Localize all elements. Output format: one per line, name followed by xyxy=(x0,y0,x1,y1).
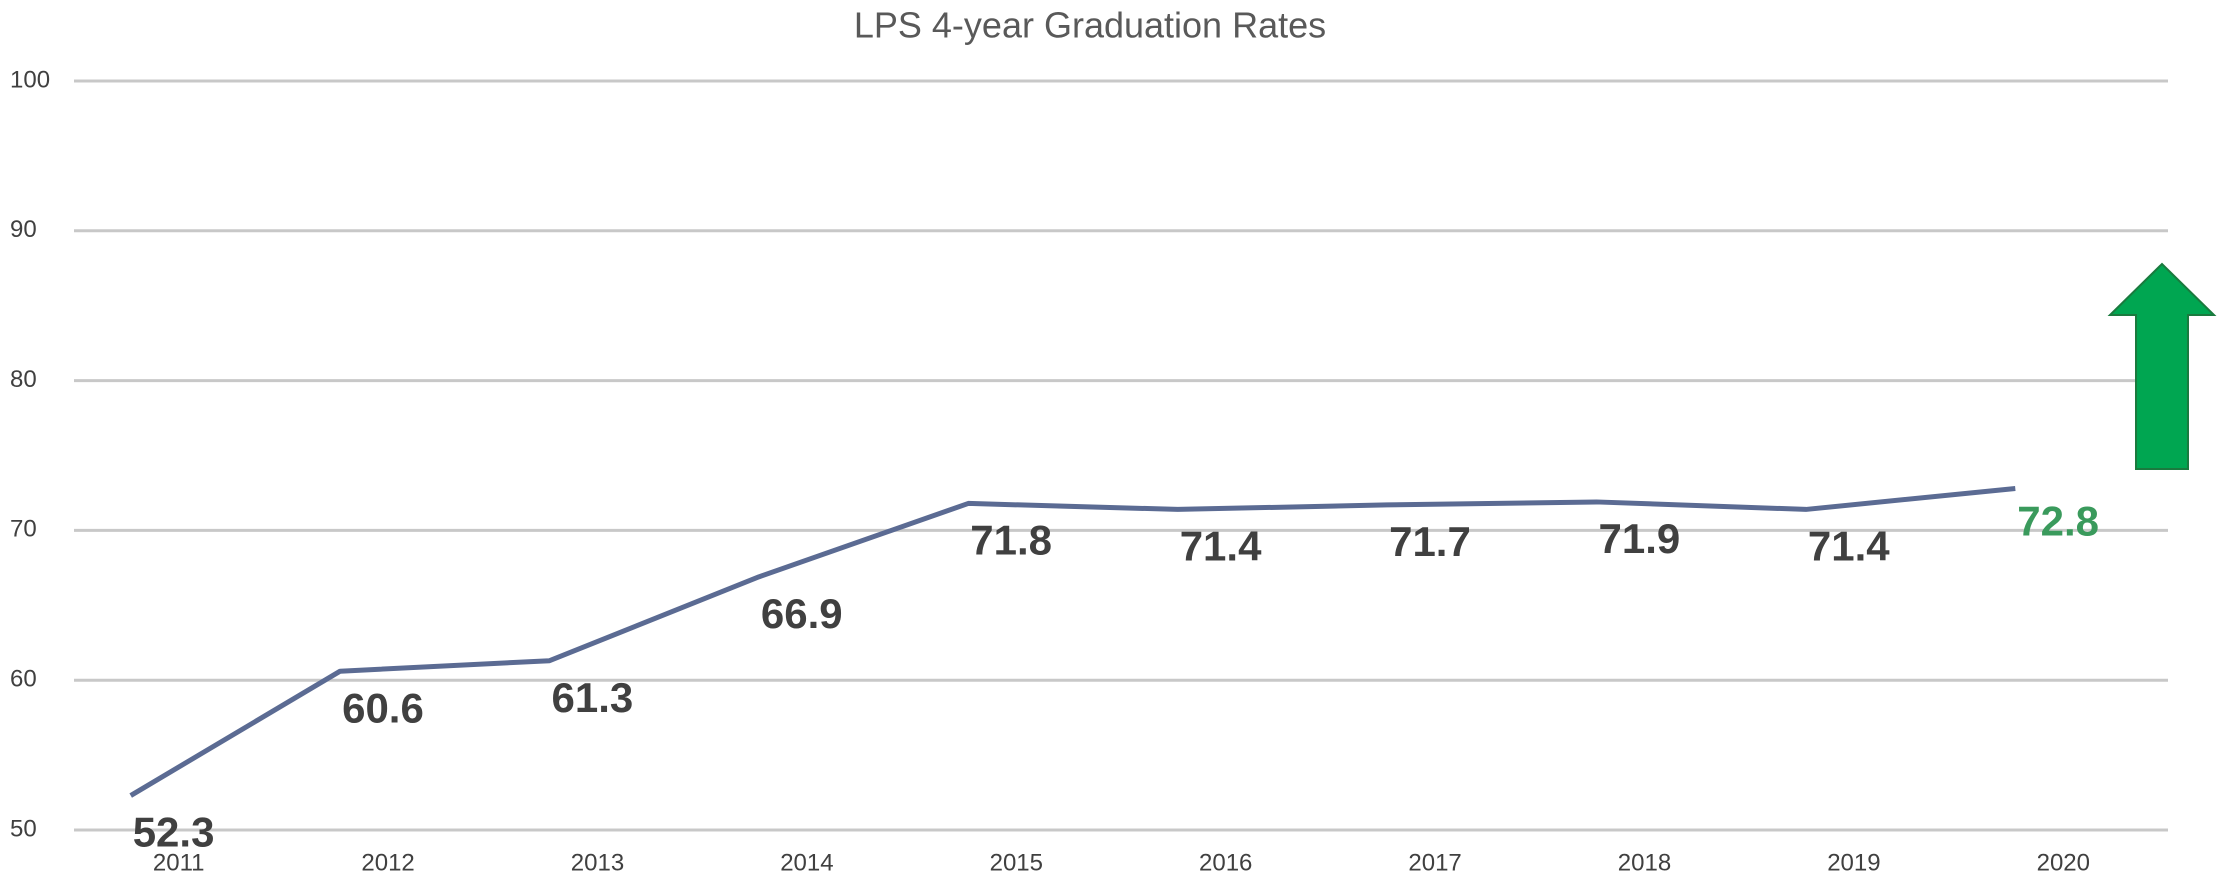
x-tick-label: 2012 xyxy=(361,849,414,876)
data-label: 71.8 xyxy=(970,517,1052,564)
data-label: 60.6 xyxy=(342,684,424,731)
x-tick-label: 2019 xyxy=(1827,849,1880,876)
x-tick-label: 2013 xyxy=(571,849,624,876)
data-label: 71.9 xyxy=(1599,515,1681,562)
y-tick-label: 80 xyxy=(10,366,37,393)
data-label: 52.3 xyxy=(133,809,215,856)
up-arrow xyxy=(2107,262,2217,470)
y-tick-label: 70 xyxy=(10,516,37,543)
x-tick-label: 2016 xyxy=(1199,849,1252,876)
data-label: 71.7 xyxy=(1389,518,1471,565)
y-tick-label: 60 xyxy=(10,666,37,693)
x-tick-label: 2018 xyxy=(1618,849,1671,876)
x-tick-label: 2015 xyxy=(990,849,1043,876)
y-tick-label: 90 xyxy=(10,216,37,243)
data-label: 71.4 xyxy=(1180,523,1262,570)
x-tick-label: 2014 xyxy=(780,849,833,876)
y-tick-label: 100 xyxy=(10,66,50,93)
y-tick-label: 50 xyxy=(10,815,37,842)
data-label: 61.3 xyxy=(552,674,634,721)
data-label: 72.8 xyxy=(2017,498,2099,545)
data-line xyxy=(129,485,2016,798)
x-tick-label: 2011 xyxy=(153,849,205,876)
data-label: 66.9 xyxy=(761,590,843,637)
x-tick-label: 2017 xyxy=(1408,849,1461,876)
x-tick-label: 2020 xyxy=(2037,849,2090,876)
chart-title: LPS 4-year Graduation Rates xyxy=(854,5,1326,46)
data-label: 71.4 xyxy=(1808,523,1890,570)
